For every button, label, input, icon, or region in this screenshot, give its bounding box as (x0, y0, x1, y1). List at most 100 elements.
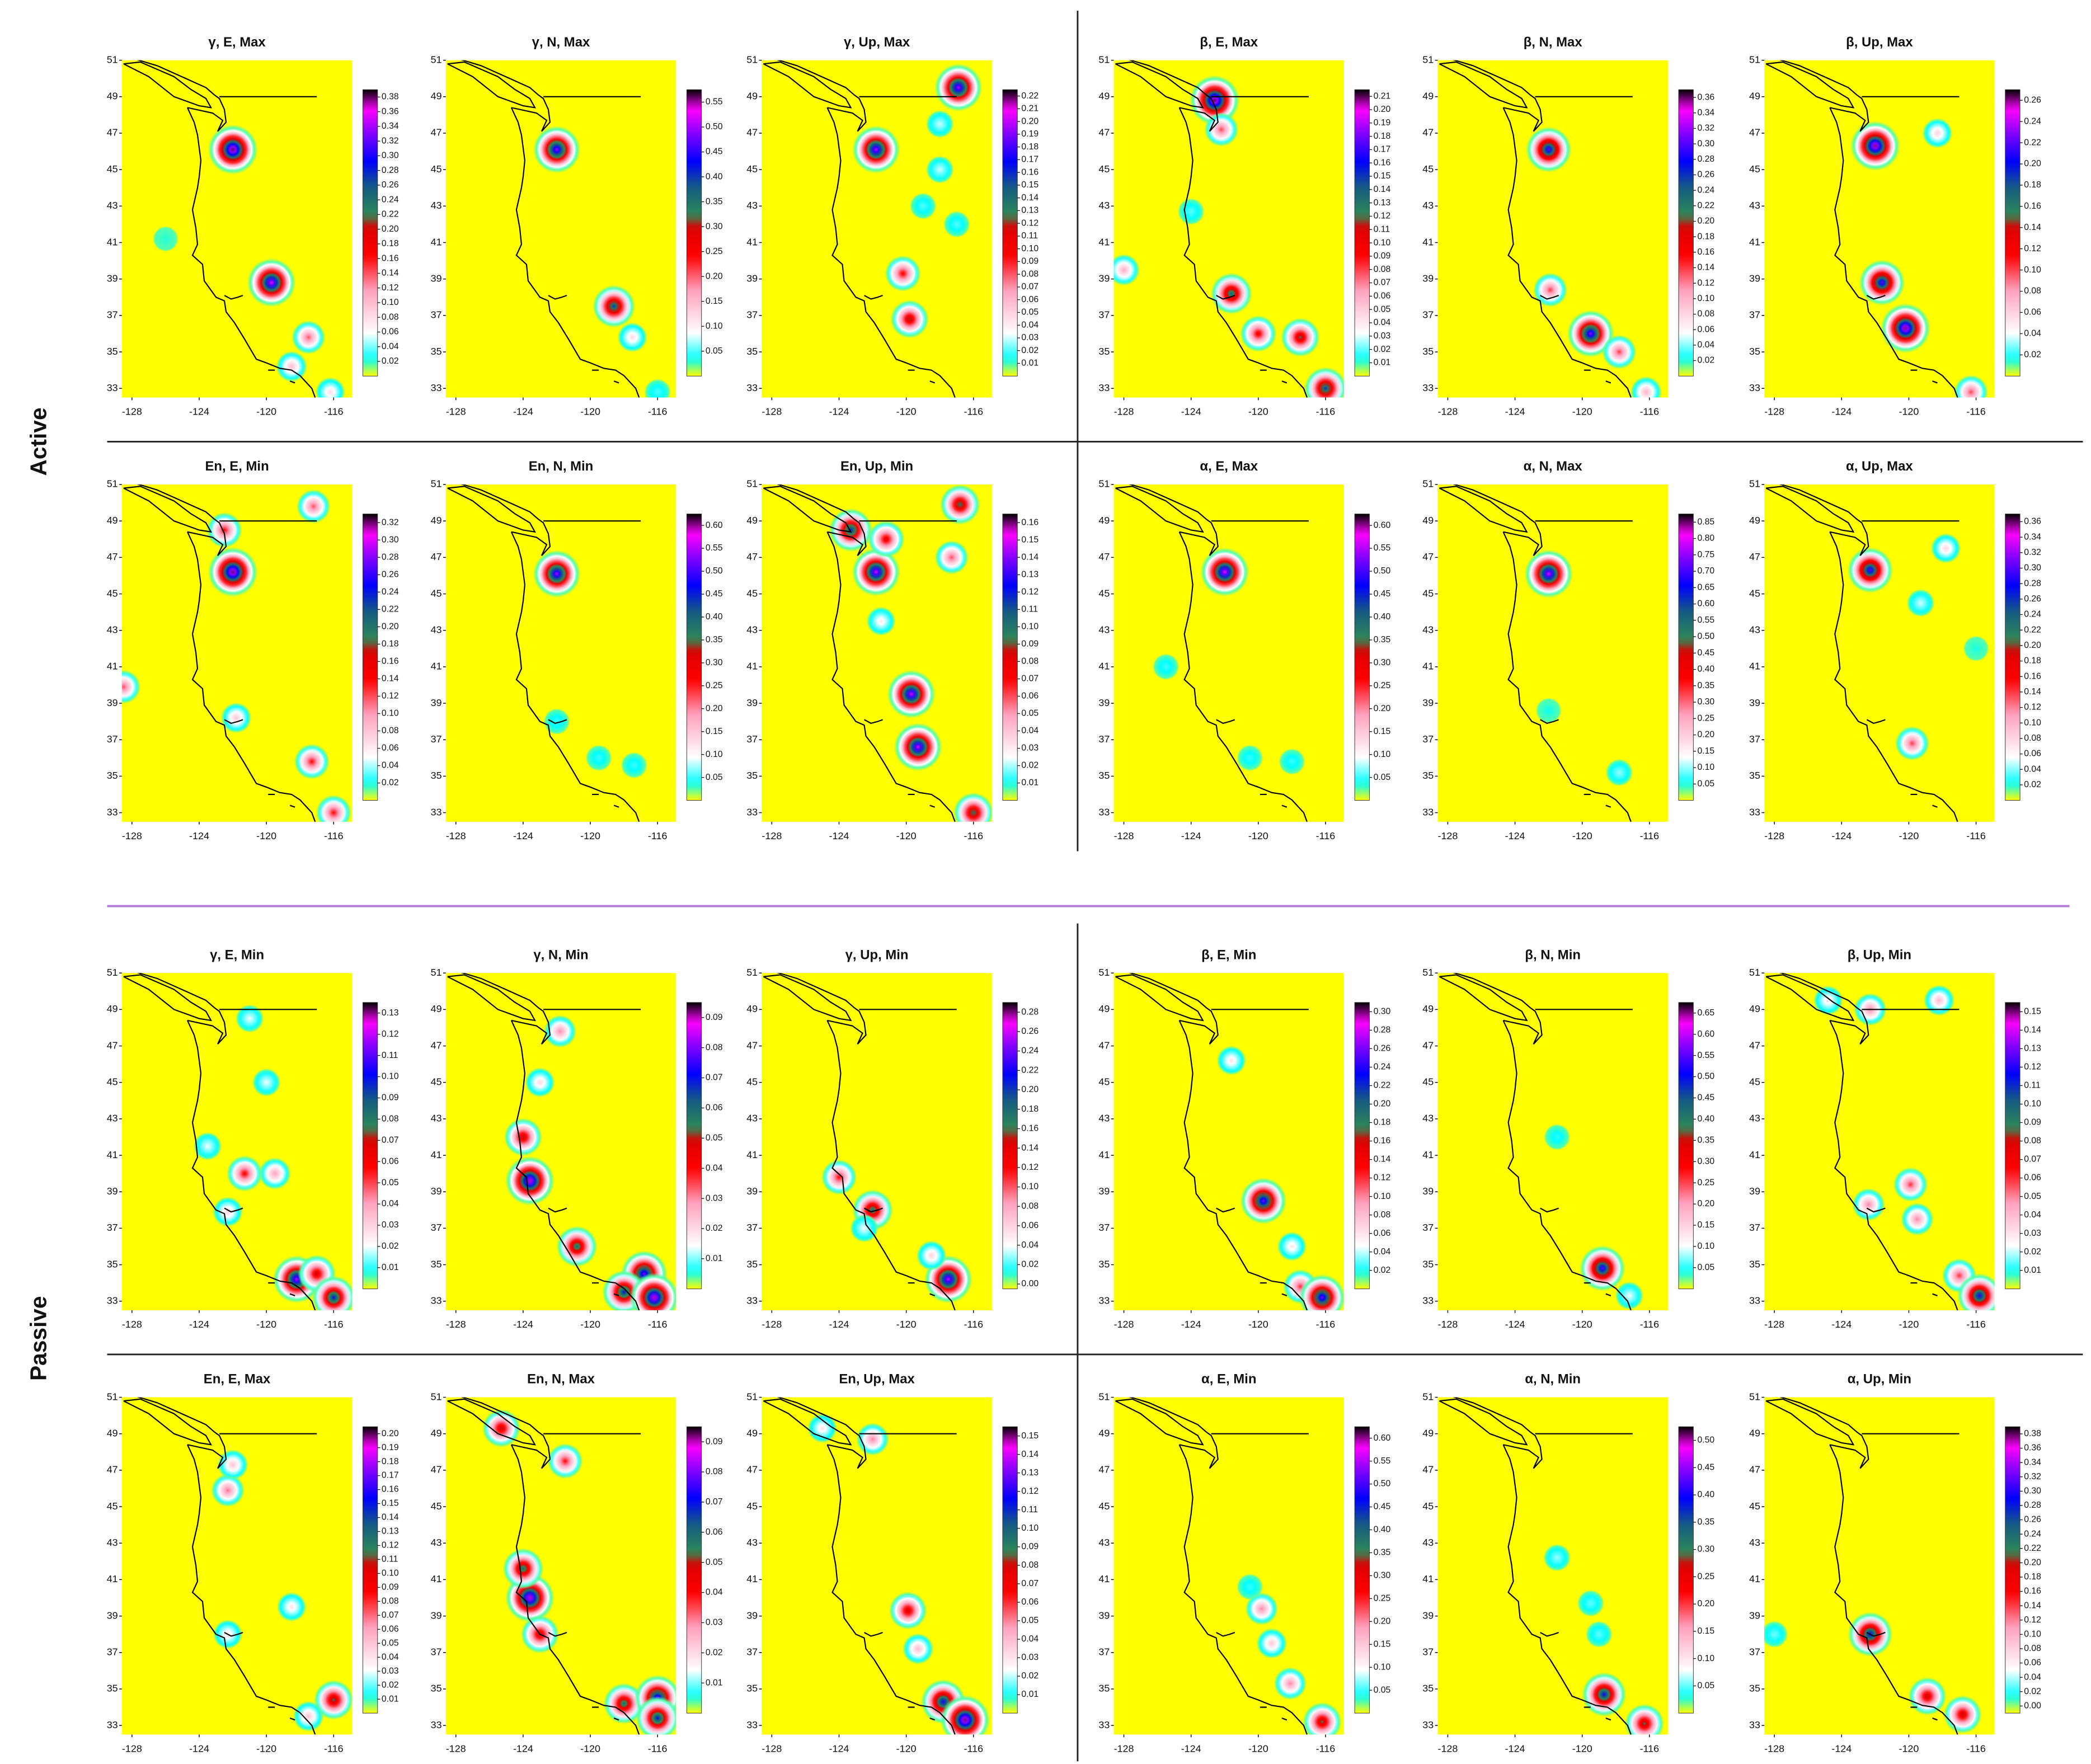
panel: β, N, Min 33 35 37 39 41 43 45 47 49 51 -128 -124 -12… (1422, 947, 1714, 1330)
hotspot (226, 1155, 263, 1192)
colorbar-tick-label: 0.06 (1698, 324, 1715, 334)
hotspot (953, 792, 992, 822)
coast (1829, 107, 1958, 398)
coast (137, 484, 227, 556)
coast (1502, 1020, 1632, 1311)
panel-title: En, E, Min (205, 459, 269, 474)
colorbar-tick-label: 0.01 (1021, 778, 1039, 788)
coast (1605, 805, 1611, 808)
y-tick-label: 49 (746, 515, 758, 526)
y-tick-label: 51 (746, 478, 758, 490)
hotspot (208, 124, 258, 175)
colorbar-tick-label: 0.22 (1021, 91, 1039, 101)
colorbar-tick-label: 0.22 (1698, 201, 1715, 210)
colorbar-tick-label: 0.04 (706, 1163, 723, 1173)
hotspots (807, 1413, 990, 1735)
x-tick-label: -116 (648, 406, 668, 417)
coast (1540, 295, 1559, 300)
colorbar-tick-label: 0.02 (382, 356, 399, 366)
y-tick-label: 51 (1098, 478, 1110, 490)
hotspot (482, 1409, 521, 1448)
hotspot (236, 1004, 264, 1033)
colorbar-tick-label: 0.30 (1698, 1545, 1715, 1554)
coast (777, 484, 867, 556)
colorbar-tick-label: 0.07 (1021, 282, 1039, 291)
colorbar-tick-label: 0.24 (1698, 185, 1715, 195)
colorbar-tick-label: 0.50 (706, 122, 723, 131)
y-tick-label: 37 (1422, 1646, 1434, 1657)
y-tick-label: 33 (107, 806, 118, 817)
coast (777, 1397, 867, 1469)
colorbar-tick-label: 0.26 (2024, 594, 2041, 604)
coastline (123, 1397, 317, 1735)
hotspot (1279, 748, 1305, 775)
colorbar-tick-label: 0.08 (2024, 1136, 2041, 1146)
y-tick-label: 35 (746, 1258, 758, 1269)
colorbar-tick-label: 0.50 (1374, 1479, 1391, 1489)
hotspot (852, 548, 900, 596)
colorbar-tick-label: 0.13 (1021, 206, 1039, 215)
colorbar-tick-label: 0.38 (382, 92, 399, 102)
x-tick-label: -116 (964, 1743, 983, 1754)
colorbar-tick-label: 0.07 (382, 1135, 399, 1145)
colorbar-tick-label: 0.03 (382, 1220, 399, 1230)
coast (1866, 1207, 1886, 1213)
colorbar-tick-label: 0.16 (382, 1485, 399, 1494)
hotspot (1893, 1167, 1928, 1202)
colorbar (1002, 1426, 1018, 1714)
plot-area (1113, 484, 1344, 822)
colorbar-tick-label: 0.16 (1374, 158, 1391, 167)
colorbar-tick-label: 0.05 (1698, 779, 1715, 788)
colorbar-tick-label: 0.15 (1374, 1639, 1391, 1649)
colorbar-tick-label: 0.16 (382, 657, 399, 666)
y-tick-label: 33 (1749, 806, 1760, 817)
y-tick-label: 45 (1749, 1500, 1760, 1512)
colorbar-tick-label: 0.10 (2024, 1629, 2041, 1639)
colorbar-tick-label: 0.26 (1698, 170, 1715, 180)
y-tick-label: 33 (431, 806, 442, 817)
colorbar-tick-label: 0.05 (1698, 1681, 1715, 1691)
colorbar-tick-label: 0.28 (1374, 1026, 1391, 1035)
y-tick-label: 37 (1098, 1222, 1110, 1233)
coast (1115, 974, 1204, 1022)
colorbar-tick-label: 0.10 (2024, 265, 2041, 275)
hotspot (1274, 1667, 1307, 1700)
coast (186, 1020, 316, 1311)
y-tick-label: 33 (1749, 1295, 1760, 1306)
colorbar (362, 514, 378, 801)
coast (548, 1631, 567, 1637)
colorbar-tick-label: 0.50 (706, 566, 723, 576)
colorbar-tick-label: 0.20 (1021, 116, 1039, 126)
colorbar-tick-label: 0.14 (382, 674, 399, 684)
y-tick-label: 43 (1098, 200, 1110, 211)
y-tick-label: 39 (1422, 1186, 1434, 1197)
colorbar-tick-label: 0.05 (1021, 709, 1039, 718)
x-tick-label: -116 (324, 830, 344, 841)
y-tick-label: 47 (1749, 127, 1760, 138)
y-tick-label: 43 (107, 200, 118, 211)
hotspot (1895, 726, 1930, 761)
y-tick-label: 37 (1098, 309, 1110, 321)
panel-title: β, Up, Max (1846, 35, 1913, 50)
coast (137, 1397, 227, 1469)
colorbar-tick-label: 0.08 (2024, 286, 2041, 296)
coast (1216, 719, 1235, 725)
colorbar-tick-label: 0.00 (2024, 1701, 2041, 1710)
coast (1129, 1397, 1219, 1469)
x-tick-label: -128 (1114, 406, 1134, 417)
y-tick-label: 39 (1749, 697, 1760, 708)
y-tick-label: 51 (1098, 54, 1110, 65)
colorbar-tick-label: 0.06 (382, 1624, 399, 1634)
x-tick-label: -124 (189, 1319, 209, 1330)
y-tick-label: 39 (746, 1186, 758, 1197)
colorbar-tick-label: 0.45 (1698, 1462, 1715, 1472)
colorbar-tick-label: 0.30 (1698, 1156, 1715, 1166)
y-tick-label: 41 (107, 1149, 118, 1160)
x-tick-label: -124 (189, 830, 209, 841)
colorbar-tick-label: 0.15 (706, 297, 723, 306)
colorbar-tick-label: 0.30 (1698, 139, 1715, 148)
panel-title: En, Up, Max (839, 1372, 915, 1387)
hotspot (939, 484, 980, 525)
hotspot (1582, 1672, 1627, 1717)
colorbar-tick-label: 0.13 (1374, 198, 1391, 208)
